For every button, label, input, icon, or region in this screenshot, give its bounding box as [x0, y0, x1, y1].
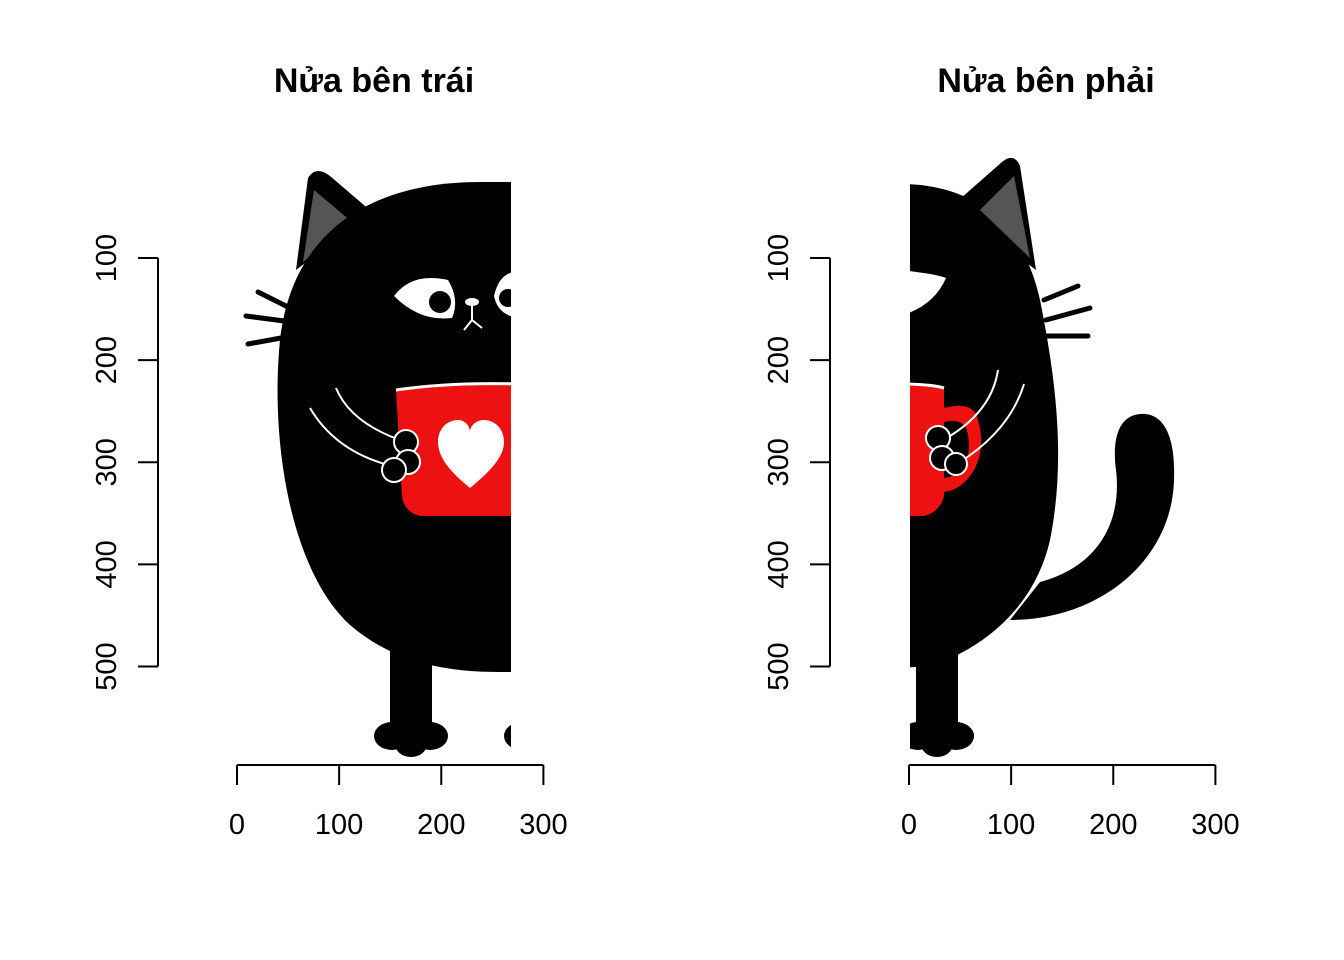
y-tick-label: 400 — [763, 540, 795, 588]
y-tick-label: 500 — [763, 642, 795, 690]
cat-right-ear-inner — [980, 176, 1030, 258]
x-tick-label: 0 — [901, 809, 917, 841]
panel-right-half: Nửa bên phải — [763, 62, 1240, 841]
cat-nose — [465, 298, 479, 306]
panel-right-x-axis: 0 100 200 300 — [901, 764, 1240, 841]
cat-arm-outline — [309, 407, 393, 467]
cat-left-paw — [395, 731, 427, 757]
panel-left-half: Nửa bên trái — [91, 62, 568, 841]
panel-right-y-axis: 100 200 300 400 500 — [763, 234, 831, 691]
panel-left-title: Nửa bên trái — [274, 62, 474, 100]
mug-rim — [910, 382, 945, 390]
cat-whisker — [245, 333, 295, 347]
cat-eye — [910, 271, 946, 313]
mug-rim — [395, 382, 511, 392]
cat-whisker — [255, 289, 297, 313]
x-tick-label: 0 — [229, 809, 245, 841]
y-tick-label: 400 — [91, 540, 123, 588]
cat-paw-hold — [381, 457, 407, 483]
mug-body — [910, 384, 944, 516]
y-tick-label: 100 — [91, 234, 123, 282]
y-tick-label: 500 — [91, 642, 123, 690]
panel-left-x-axis: 0 100 200 300 — [229, 764, 568, 841]
cat-whisker — [243, 313, 295, 325]
cat-paw-hold — [944, 452, 968, 476]
x-tick-label: 200 — [417, 809, 465, 841]
x-tick-label: 100 — [315, 809, 363, 841]
x-tick-label: 200 — [1089, 809, 1137, 841]
cat-pupil — [499, 289, 511, 307]
cat-left-ear-inner — [303, 190, 352, 262]
mug-handle — [944, 405, 982, 492]
cat-arm-outline — [949, 369, 999, 437]
cat-tail — [1010, 413, 1175, 620]
y-tick-label: 100 — [763, 234, 795, 282]
cat-paw — [921, 731, 953, 757]
x-tick-label: 300 — [519, 809, 567, 841]
y-tick-label: 200 — [763, 336, 795, 384]
panel-right-title: Nửa bên phải — [937, 62, 1154, 100]
y-tick-label: 200 — [91, 336, 123, 384]
cat-body — [910, 184, 1059, 668]
cat-whisker — [1041, 283, 1081, 303]
cat-arm-outline — [335, 387, 401, 441]
panel-left-y-axis: 100 200 300 400 500 — [91, 234, 159, 691]
x-tick-label: 100 — [987, 809, 1035, 841]
y-tick-label: 300 — [763, 438, 795, 486]
cat-mouth — [463, 306, 483, 331]
x-tick-label: 300 — [1191, 809, 1239, 841]
cat-pupil — [429, 291, 451, 313]
y-tick-label: 300 — [91, 438, 123, 486]
cat-right-paw-edge — [504, 724, 511, 748]
cat-arm-outline — [959, 383, 1025, 463]
heart-icon — [438, 420, 504, 488]
cat-whisker — [1043, 305, 1093, 323]
cat-left-half-image — [243, 170, 511, 757]
cat-right-half-image — [910, 157, 1175, 757]
